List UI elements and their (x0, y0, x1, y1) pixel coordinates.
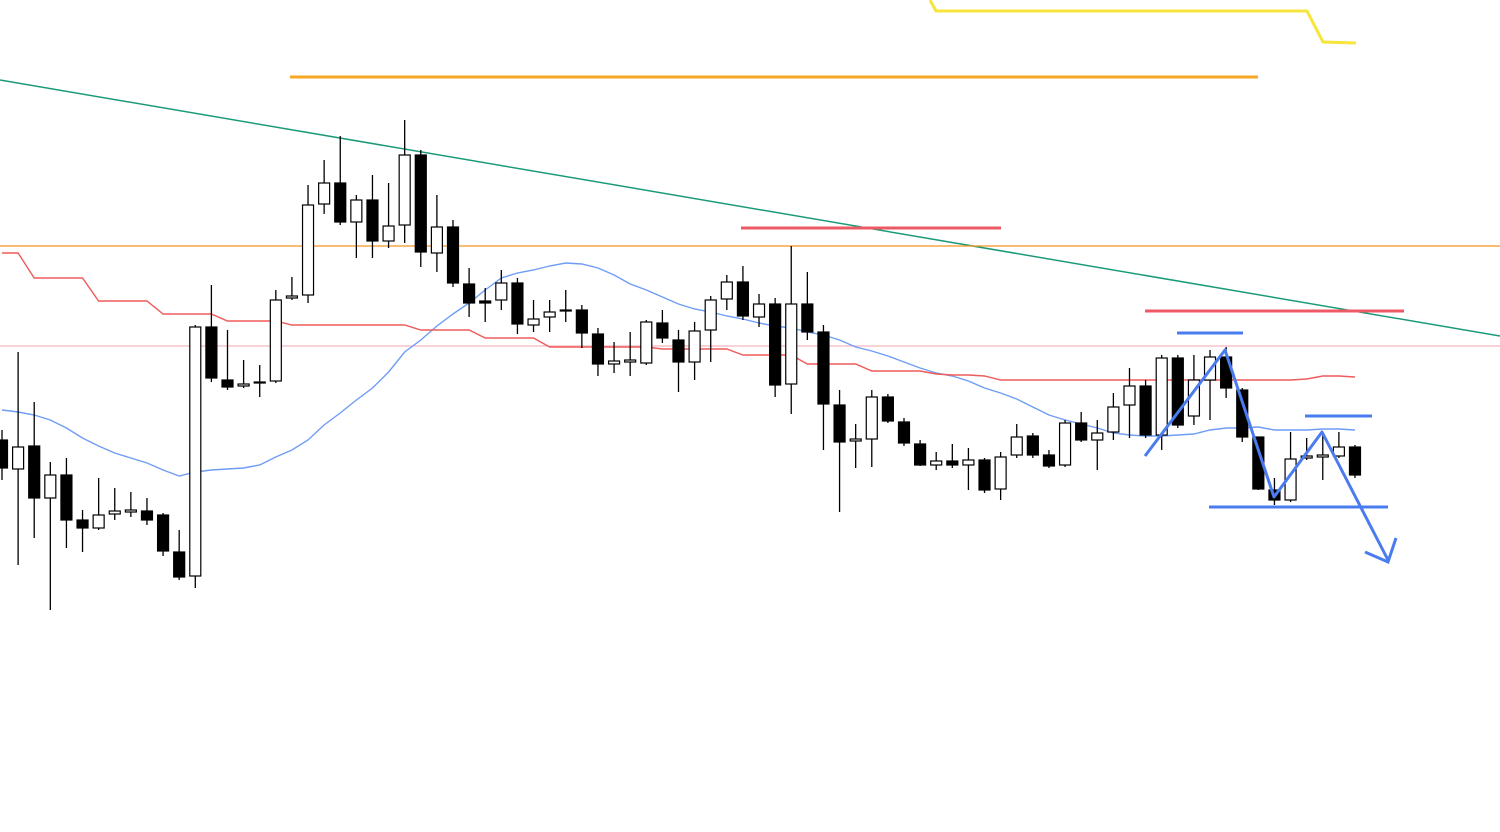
candle-body (1300, 455, 1313, 459)
pattern-annotations (1143, 331, 1398, 565)
candle-body (430, 226, 443, 254)
candle-body (688, 330, 701, 363)
candle-body (1171, 357, 1184, 426)
candle-body (978, 459, 991, 491)
candle-body (0, 439, 9, 469)
candle-body (624, 359, 637, 363)
candle-body (237, 383, 250, 387)
candle-body (366, 199, 379, 242)
candle-body (801, 303, 814, 333)
candle-body (398, 154, 411, 226)
arrow-head (1364, 537, 1398, 565)
candle-body (285, 295, 299, 299)
candle-body (736, 281, 750, 317)
candle-body (559, 309, 572, 312)
candle-body (1123, 385, 1136, 406)
candle-body (752, 303, 766, 318)
candle-body (1091, 432, 1104, 441)
candle-body (334, 182, 347, 223)
candle-body (769, 303, 782, 386)
zigzag-arrow (1143, 348, 1390, 561)
candle-body (173, 551, 186, 578)
candle-body (930, 460, 943, 466)
trend-line (0, 79, 1500, 337)
candle-body (833, 404, 846, 443)
candle-body (28, 445, 41, 499)
candle-body (946, 460, 959, 466)
candle-body (60, 474, 73, 521)
candle-body (318, 182, 331, 205)
candle-body (495, 282, 508, 301)
candle-body (463, 283, 476, 304)
candle-body (656, 322, 669, 339)
candle-body (720, 281, 733, 300)
candle-body (640, 321, 653, 364)
candle-body (897, 421, 911, 444)
candle-body (382, 225, 395, 242)
candle-body (1139, 385, 1152, 436)
candle-body (12, 446, 25, 470)
candle-body (446, 226, 460, 284)
candle-body (511, 282, 524, 325)
candle-body (350, 199, 363, 223)
candle-body (479, 300, 492, 304)
candle-body (124, 509, 137, 513)
candle-body (962, 459, 975, 466)
candle-body (527, 318, 540, 326)
candle-body (591, 333, 605, 365)
candle-body (704, 299, 717, 331)
candle-body (543, 311, 556, 318)
candle-body (865, 396, 878, 440)
candle-body (1042, 454, 1056, 467)
candle-body (301, 204, 315, 296)
annotations (0, 0, 1500, 347)
candle-body (607, 360, 621, 365)
candle-body (849, 438, 862, 442)
candle-body (1316, 454, 1329, 458)
candle-body (414, 154, 427, 253)
candle-body (76, 519, 89, 529)
candle-body (44, 474, 57, 499)
candle-body (913, 443, 927, 466)
candle-body (1058, 422, 1072, 466)
candle-body (189, 326, 202, 577)
candle-body (269, 299, 282, 382)
candle-body (994, 456, 1007, 490)
candle-body (253, 381, 266, 384)
candle-body (817, 331, 830, 405)
candle-body (1348, 446, 1362, 476)
candles (0, 120, 1362, 610)
candle-body (221, 379, 234, 388)
candle-body (672, 339, 685, 363)
candle-body (785, 303, 798, 385)
candle-body (156, 514, 170, 552)
candle-body (92, 514, 105, 529)
candle-body (108, 510, 121, 515)
candle-body (1010, 436, 1023, 456)
candle-body (881, 396, 894, 422)
candle-body (575, 309, 588, 334)
candle-body (1026, 435, 1039, 456)
yellow-line (928, 0, 1357, 45)
candle-body (1107, 406, 1120, 433)
candle-body (1075, 422, 1088, 441)
candle-body (205, 326, 218, 379)
candle-body (1155, 357, 1168, 436)
candle-body (140, 510, 154, 521)
